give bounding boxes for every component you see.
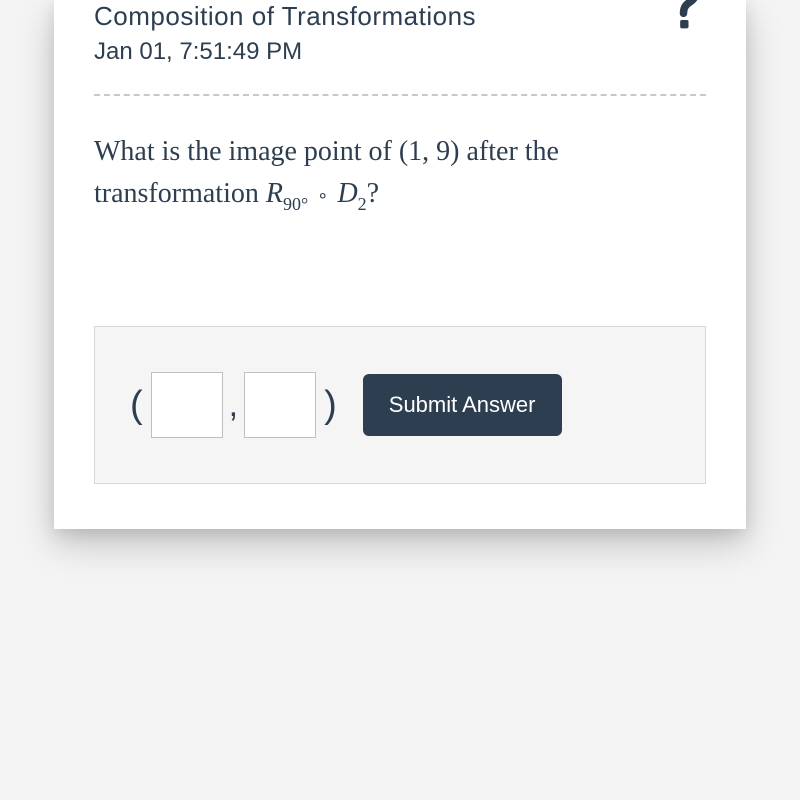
- comma-separator: ,: [229, 386, 238, 425]
- question-point: (1, 9): [399, 136, 460, 167]
- submit-answer-button[interactable]: Submit Answer: [363, 374, 562, 436]
- question-suffix: ?: [367, 178, 379, 209]
- transform-d-sub: 2: [358, 194, 367, 214]
- transform-r: R: [266, 178, 283, 209]
- divider: [94, 94, 706, 96]
- question-card: Composition of Transformations Jan 01, 7…: [54, 0, 746, 529]
- help-icon[interactable]: [666, 0, 706, 30]
- timestamp: Jan 01, 7:51:49 PM: [94, 38, 666, 66]
- transform-r-sub: 90°: [283, 194, 308, 214]
- answer-box: ( , ) Submit Answer: [94, 326, 706, 484]
- open-paren: (: [130, 384, 143, 427]
- x-coordinate-input[interactable]: [151, 372, 223, 438]
- close-paren: ): [324, 384, 337, 427]
- lesson-title: Composition of Transformations: [94, 0, 666, 34]
- compose-symbol: ∘: [317, 185, 328, 205]
- y-coordinate-input[interactable]: [244, 372, 316, 438]
- question-prefix: What is the image point of: [94, 136, 399, 167]
- transform-d: D: [337, 178, 357, 209]
- header-text-block: Composition of Transformations Jan 01, 7…: [94, 0, 666, 66]
- card-header: Composition of Transformations Jan 01, 7…: [94, 0, 706, 94]
- question-text: What is the image point of (1, 9) after …: [94, 131, 706, 217]
